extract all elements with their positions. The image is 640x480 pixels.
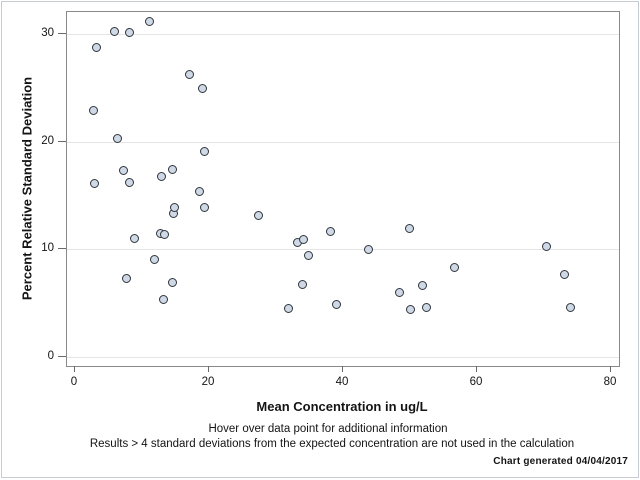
x-tick-label: 80 [603,376,617,388]
data-point[interactable] [297,280,307,290]
data-point[interactable] [363,244,373,254]
data-point[interactable] [169,202,179,212]
y-tick-mark [58,248,66,250]
gridline-y-20 [67,141,619,143]
data-point[interactable] [122,273,132,283]
x-tick-mark [74,366,75,372]
data-point[interactable] [199,202,209,212]
data-point[interactable] [422,302,432,312]
chart-generated-date: Chart generated 04/04/2017 [493,456,628,467]
y-tick-label: 20 [41,134,54,147]
data-point[interactable] [168,278,178,288]
x-tick-label: 20 [201,376,215,388]
y-tick-label: 30 [41,26,54,39]
data-point[interactable] [284,304,294,314]
x-tick-mark [342,366,343,372]
y-tick-label: 0 [47,350,54,362]
data-point[interactable] [541,241,551,251]
data-point[interactable] [167,165,177,175]
hover-instruction-note: Hover over data point for additional inf… [208,423,448,435]
data-point[interactable] [89,105,99,115]
gridline-y-30 [67,33,619,35]
data-point[interactable] [404,224,414,234]
data-point[interactable] [325,226,335,236]
y-tick-mark [58,32,66,34]
data-point[interactable] [160,229,170,239]
data-point[interactable] [405,305,415,315]
data-point[interactable] [331,299,341,309]
data-point[interactable] [304,251,314,261]
x-tick-mark [208,366,209,372]
data-point[interactable] [200,146,210,156]
x-tick-label: 60 [469,376,483,388]
data-point[interactable] [254,211,264,221]
data-point[interactable] [195,186,205,196]
data-point[interactable] [198,84,208,94]
exclusion-rule-note: Results > 4 standard deviations from the… [89,438,575,450]
data-point[interactable] [185,70,195,80]
data-point[interactable] [91,43,101,53]
y-tick-label: 10 [41,242,54,255]
data-point[interactable] [565,302,575,312]
data-point[interactable] [125,178,135,188]
data-point[interactable] [118,166,128,176]
y-tick-mark [58,356,66,357]
data-point[interactable] [560,269,570,279]
data-point[interactable] [144,16,154,26]
x-tick-mark [610,366,611,372]
y-axis-title: Percent Relative Standard Deviation [19,76,35,301]
data-point[interactable] [112,133,122,143]
data-point[interactable] [298,235,308,245]
x-tick-label: 0 [70,376,78,388]
data-point[interactable] [394,287,404,297]
x-tick-mark [476,366,477,372]
data-point[interactable] [149,254,159,264]
y-tick-mark [58,140,66,142]
data-point[interactable] [110,27,120,37]
gridline-y-10 [67,249,619,251]
data-point[interactable] [130,234,140,244]
data-point[interactable] [418,281,428,291]
x-axis-title: Mean Concentration in ug/L [256,399,428,414]
plot-area [66,11,620,367]
data-point[interactable] [158,295,168,305]
data-point[interactable] [156,171,166,181]
data-point[interactable] [449,263,459,273]
data-point[interactable] [89,179,99,189]
x-tick-label: 40 [335,376,349,388]
gridline-y-0 [67,357,619,358]
data-point[interactable] [124,28,134,38]
